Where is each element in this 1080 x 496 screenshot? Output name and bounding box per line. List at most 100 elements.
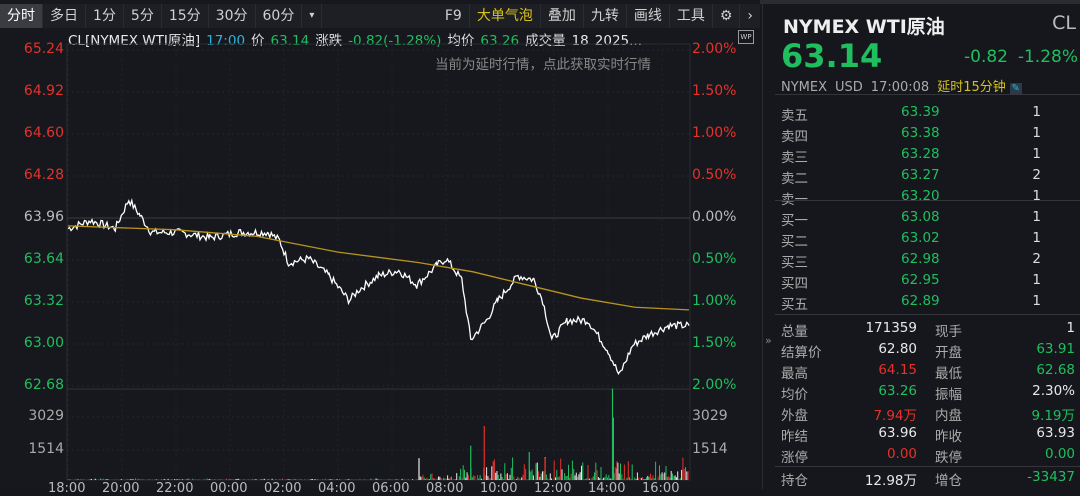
stat-value: 63.91 <box>1036 341 1075 357</box>
tools-button[interactable]: 工具 <box>670 4 713 28</box>
price-change: -0.82 <box>964 47 1008 67</box>
overlay-button[interactable]: 叠加 <box>541 4 584 28</box>
level-qty: 1 <box>1032 209 1041 225</box>
symbol-name: CL[NYMEX WTI原油] <box>68 33 201 49</box>
volume-label: 成交量 <box>525 33 566 49</box>
level-qty: 1 <box>1032 272 1041 288</box>
big-order-bubble-button[interactable]: 大单气泡 <box>470 4 541 28</box>
stat-value: 63.26 <box>878 383 917 399</box>
stat-label: 涨停 <box>781 450 808 466</box>
ask-row[interactable]: 卖二 63.27 2 <box>781 167 1071 188</box>
instrument-code: CL <box>1052 12 1076 34</box>
level-price: 63.02 <box>901 230 940 246</box>
ask-row[interactable]: 卖四 63.38 1 <box>781 125 1071 146</box>
level-qty: 1 <box>1032 230 1041 246</box>
tab-30min[interactable]: 30分 <box>209 4 256 28</box>
stat-value: 63.93 <box>1036 425 1075 441</box>
tab-60min[interactable]: 60分 <box>256 4 303 28</box>
level-label: 买四 <box>781 276 808 292</box>
tab-intraday[interactable]: 分时 <box>0 4 43 28</box>
price-tick: 63.96 <box>23 209 64 225</box>
tab-5min[interactable]: 5分 <box>124 4 162 28</box>
tab-1min[interactable]: 1分 <box>86 4 124 28</box>
expand-icon[interactable]: » <box>765 334 772 347</box>
volume-tick: 1514 <box>692 441 728 457</box>
level-qty: 1 <box>1032 293 1041 309</box>
quote-panel: NYMEX WTI原油 CL 63.14 -0.82 -1.28% NYMEX U… <box>762 4 1080 489</box>
percent-tick: 1.50% <box>692 335 737 351</box>
price-tick: 63.64 <box>23 251 64 267</box>
quote-meta: NYMEX USD 17:00:08 延时15分钟 ✎ <box>781 76 1030 95</box>
stat-label: 开盘 <box>935 345 962 361</box>
stat-value: 7.94万 <box>873 408 917 424</box>
bid-row[interactable]: 买四 62.95 1 <box>781 272 1071 293</box>
stat-label: 总量 <box>781 324 808 340</box>
nine-turn-button[interactable]: 九转 <box>584 4 627 28</box>
level-label: 卖三 <box>781 150 808 166</box>
percent-tick: 0.00% <box>692 209 737 225</box>
stat-row: 持仓 12.98万 增仓 -33437 <box>781 469 1079 490</box>
stat-value: 1 <box>1066 320 1075 336</box>
level-label: 卖五 <box>781 108 808 124</box>
level-price: 63.28 <box>901 146 940 162</box>
stat-value: 62.68 <box>1036 362 1075 378</box>
ask-row[interactable]: 卖五 63.39 1 <box>781 104 1071 125</box>
stat-label: 内盘 <box>935 408 962 424</box>
quote-time: 17:00:08 <box>870 80 930 95</box>
intraday-chart[interactable] <box>0 0 760 489</box>
wp-badge-icon[interactable]: WP <box>738 30 754 44</box>
last-price: 63.14 <box>781 37 883 75</box>
stat-label: 现手 <box>935 324 962 340</box>
level-price: 63.08 <box>901 209 940 225</box>
stat-value: 9.19万 <box>1031 408 1075 424</box>
draw-line-button[interactable]: 画线 <box>627 4 670 28</box>
gear-icon[interactable]: ⚙ <box>713 4 741 28</box>
info-change: -0.82(-1.28%) <box>348 33 442 49</box>
level-qty: 1 <box>1032 188 1041 204</box>
level-price: 62.98 <box>901 251 940 267</box>
stat-row: 总量 171359 现手 1 <box>781 320 1079 341</box>
price-tick: 65.24 <box>23 41 64 57</box>
volume-tick: 1514 <box>28 441 64 457</box>
percent-tick: 2.00% <box>692 377 737 393</box>
percent-tick: 1.50% <box>692 83 737 99</box>
avg-label: 均价 <box>447 33 475 49</box>
stat-value: 0.00 <box>886 446 917 462</box>
price-tick: 64.60 <box>23 125 64 141</box>
level-price: 62.95 <box>901 272 940 288</box>
info-date: 2025... <box>594 33 642 49</box>
bid-row[interactable]: 买一 63.08 1 <box>781 209 1071 230</box>
stat-value: 12.98万 <box>864 473 917 489</box>
bid-row[interactable]: 买五 62.89 1 <box>781 293 1071 314</box>
ask-row[interactable]: 卖一 63.20 1 <box>781 188 1071 209</box>
volume-tick: 3029 <box>692 408 728 424</box>
tab-15min[interactable]: 15分 <box>162 4 209 28</box>
chart-toolbar: 分时 多日 1分 5分 15分 30分 60分 ▾ F9 大单气泡 叠加 九转 … <box>0 4 760 28</box>
level-price: 62.89 <box>901 293 940 309</box>
quote-info-bar: CL[NYMEX WTI原油] 17:00 价 63.14 涨跌 -0.82(-1.28%… <box>68 29 648 49</box>
bid-row[interactable]: 买二 63.02 1 <box>781 230 1071 251</box>
stat-row: 涨停 0.00 跌停 0.00 <box>781 446 1079 467</box>
info-volume: 18 <box>571 33 589 49</box>
stat-label: 振幅 <box>935 387 962 403</box>
level-price: 63.39 <box>901 104 940 120</box>
stat-value: 62.80 <box>878 341 917 357</box>
divider <box>775 466 1080 467</box>
delay-notice-link[interactable]: 当前为延时行情，点此获取实时行情 <box>435 57 651 73</box>
bid-row[interactable]: 买三 62.98 2 <box>781 251 1071 272</box>
stat-value: 0.00 <box>1044 446 1075 462</box>
chevron-right-icon[interactable]: › <box>747 8 753 24</box>
tab-multi-day[interactable]: 多日 <box>43 4 86 28</box>
stat-label: 最低 <box>935 366 962 382</box>
level-qty: 2 <box>1032 251 1041 267</box>
pencil-icon[interactable]: ✎ <box>1009 83 1022 95</box>
ask-row[interactable]: 卖三 63.28 1 <box>781 146 1071 167</box>
level-label: 卖一 <box>781 192 808 208</box>
stat-label: 均价 <box>781 387 808 403</box>
price-tick: 64.28 <box>23 167 64 183</box>
more-periods-dropdown[interactable]: ▾ <box>302 4 323 28</box>
currency: USD <box>835 80 863 95</box>
change-label: 涨跌 <box>315 33 343 49</box>
f9-button[interactable]: F9 <box>438 4 470 28</box>
level-label: 买二 <box>781 234 808 250</box>
